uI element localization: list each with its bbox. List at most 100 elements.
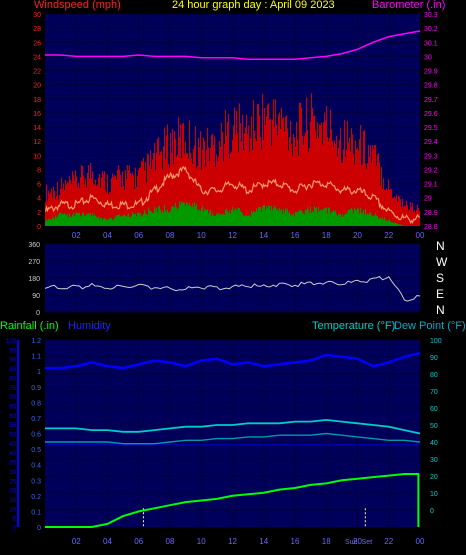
y-tick-label: 10 [430,491,438,498]
x-tick-label: 06 [134,231,143,240]
y-tick-label: 180 [28,276,40,283]
compass-label: N [436,239,445,253]
x-tick-label: 22 [384,231,393,240]
x-tick-label: 12 [228,537,237,546]
x-tick-label: 00 [416,537,425,546]
wind-direction-line [44,275,421,302]
y-tick-label: 50 [9,433,16,439]
x-tick-label: 04 [103,537,112,546]
y-tick-label: 0.2 [31,494,41,501]
y-tick-label: 70 [430,389,438,396]
y-tick-label: 28.8 [424,224,438,231]
y-tick-label: 45 [9,442,16,448]
x-tick-label: 18 [322,537,331,546]
y-tick-label: 360 [28,242,40,249]
y-tick-label: 75 [9,386,16,392]
x-tick-label: 02 [72,231,81,240]
y-tick-label: 29.5 [424,125,438,132]
y-tick-label: 29.2 [424,167,438,174]
compass-label: W [436,255,448,269]
x-tick-label: 16 [291,231,300,240]
y-tick-label: 30.2 [424,26,438,33]
y-tick-label: 70 [9,395,16,401]
y-tick-label: 18 [33,97,41,104]
y-tick-label: 40 [9,451,16,457]
y-tick-label: 6 [37,182,41,189]
y-tick-label: 15 [9,498,16,504]
y-tick-label: 1.1 [31,354,41,361]
dewpoint-line [45,432,421,445]
x-tick-label: 06 [134,537,143,546]
y-tick-label: 0 [37,224,41,231]
y-tick-label: 0 [37,525,41,532]
x-tick-label: 22 [384,537,393,546]
y-tick-label: 80 [430,372,438,379]
chart-header: Windspeed (mph) 24 hour graph day : Apri… [0,0,466,14]
y-tick-label: 10 [33,153,41,160]
y-tick-label: 30 [430,457,438,464]
x-tick-label: 18 [322,231,331,240]
x-tick-label: 02 [72,537,81,546]
y-tick-label: 28.9 [424,210,438,217]
compass-label: N [436,303,445,317]
x-tick-label: 04 [103,231,112,240]
x-tick-label: 14 [259,231,268,240]
rainfall-line [45,473,420,528]
chart-title: 24 hour graph day : April 09 2023 [172,0,335,11]
y-tick-label: 0.3 [31,478,41,485]
sun-label: Sun [345,539,358,546]
y-tick-label: 0.1 [31,509,41,516]
y-tick-label: 8 [37,167,41,174]
y-tick-label: 14 [33,125,41,132]
y-tick-label: 29 [424,196,432,203]
y-tick-label: 100 [6,339,17,345]
y-tick-label: 16 [33,111,41,118]
y-tick-label: 20 [430,474,438,481]
y-tick-label: 55 [9,423,16,429]
windspeed-axis-title: Windspeed (mph) [34,0,121,11]
y-tick-label: 0 [13,526,17,532]
x-tick-label: 20 [353,231,362,240]
y-tick-label: 0.4 [31,463,41,470]
y-tick-label: 0 [36,310,40,317]
y-tick-label: 10 [9,507,16,513]
y-tick-label: 26 [33,40,41,47]
y-tick-label: 0.5 [31,447,41,454]
x-tick-label: 12 [228,231,237,240]
barometer-line [45,30,421,60]
y-tick-label: 24 [33,54,41,61]
y-tick-label: 20 [33,83,41,90]
humidity-axis-title: Humidity [68,320,111,332]
y-tick-label: 95 [9,348,16,354]
y-tick-label: 4 [37,196,41,203]
y-tick-label: 1 [37,369,41,376]
compass-label: S [436,271,445,285]
x-tick-label: 20 [353,537,362,546]
wind-average-line [44,166,420,225]
compass-label: E [436,287,445,301]
y-tick-label: 1.2 [31,338,41,345]
y-tick-label: 29.7 [424,97,438,104]
y-tick-label: 30 [33,12,41,19]
y-tick-label: 29.3 [424,153,438,160]
x-tick-label: 08 [166,537,175,546]
y-tick-label: 80 [9,376,16,382]
y-tick-label: 30.1 [424,40,438,47]
barometer-axis-title: Barometer (.in) [372,0,446,11]
y-tick-label: 0 [430,508,434,515]
y-tick-label: 28 [33,26,41,33]
y-tick-label: 22 [33,69,41,76]
y-tick-label: 90 [430,355,438,362]
x-tick-label: 08 [166,231,175,240]
x-tick-label: 10 [197,537,206,546]
x-tick-label: 00 [416,231,425,240]
y-tick-label: 60 [430,406,438,413]
y-tick-label: 40 [430,440,438,447]
y-tick-label: 0.8 [31,400,41,407]
humidity-line [45,351,421,370]
y-tick-label: 30 [424,54,432,61]
y-tick-label: 29.6 [424,111,438,118]
y-tick-label: 25 [9,479,16,485]
y-tick-label: 12 [33,139,41,146]
